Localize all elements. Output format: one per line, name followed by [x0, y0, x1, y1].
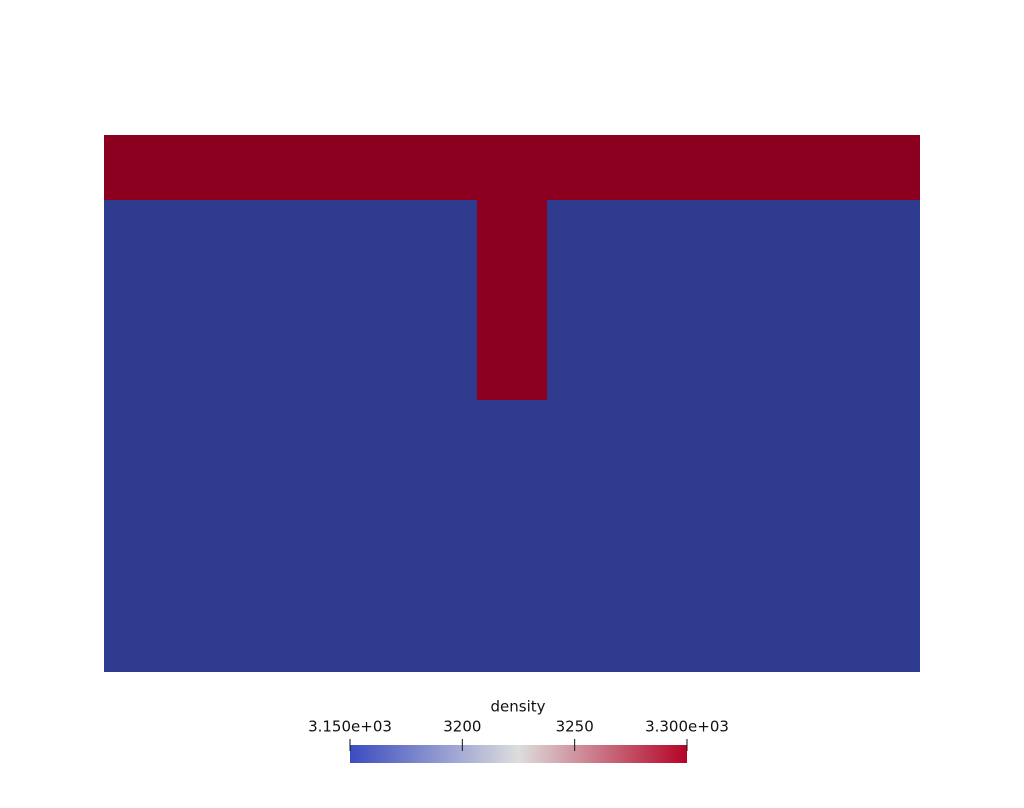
colorbar-tick-label: 3.300e+03 [645, 718, 729, 736]
colorbar-title: density [491, 698, 546, 716]
colorbar-tick-label: 3200 [443, 718, 481, 736]
colorbar-tick-label: 3250 [556, 718, 594, 736]
colorbar [350, 745, 687, 763]
upper-region [104, 135, 920, 400]
colorbar-tick-label: 3.150e+03 [308, 718, 392, 736]
